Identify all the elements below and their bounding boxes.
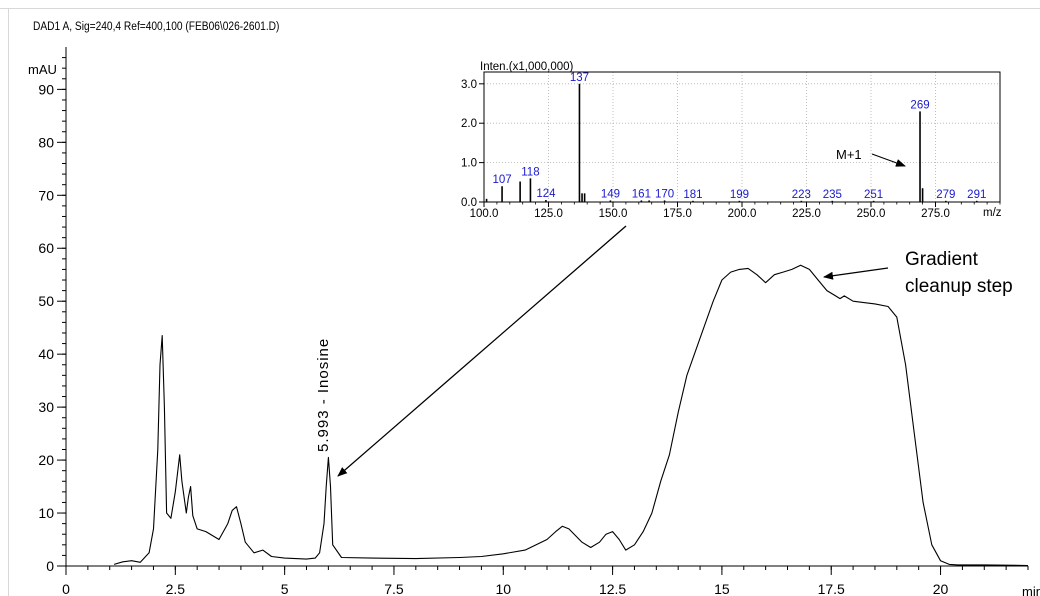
inset-y-tick-label: 2.0 [461,118,477,130]
inset-peak-label: 251 [864,189,883,201]
inset-y-tick-label: 0.0 [461,197,477,209]
x-tick-label: 20 [933,581,949,596]
inset-peak-label: 235 [823,189,842,201]
annotation-cleanup-step: cleanup step [905,276,1013,297]
y-tick-label: 30 [38,399,54,415]
chart-frame-top [0,8,1040,9]
y-tick-label: 20 [38,452,54,468]
inset-x-tick-label: 275.0 [921,208,950,220]
inset-x-tick-label: 125.0 [534,208,563,220]
inset-peak-label: 170 [655,188,674,200]
y-tick-label: 0 [46,558,54,574]
inset-title: Inten.(x1,000,000) [480,61,574,73]
inset-ticks: 100.0 125.0 150.0 175.0 200.0 225.0 250.0 275.0… [461,79,1001,220]
inset-x-tick-label: 175.0 [663,208,692,220]
inset-x-tick-label: 100.0 [470,208,499,220]
y-tick-label: 40 [38,346,54,362]
y-tick-label: 60 [38,240,54,256]
inset-x-tick-label: 150.0 [599,208,628,220]
inset-y-tick-label: 1.0 [461,158,477,170]
y-tick-label: 80 [38,134,54,150]
x-tick-label: 10 [495,581,511,596]
y-tick-label: 70 [38,187,54,203]
x-tick-label: 5 [281,581,289,596]
main-ticks: 0 2.5 5 7.5 10 12.5 15 17.5 20 0 10 20 30 40 50 60 70 80 9… [38,57,1029,596]
x-tick-label: 0 [62,581,70,596]
arrow-m-plus-1 [871,153,906,167]
inset-peak-label: 291 [967,189,986,201]
x-tick-label: 15 [714,581,730,596]
peak-annotation-inosine: 5.993 - Inosine [315,338,332,452]
inset-grid [484,72,1000,202]
y-tick-label: 90 [38,81,54,97]
inset-peak-label: 223 [792,189,811,201]
inset-x-tick-label: 250.0 [857,208,886,220]
chromatogram-trace [113,264,1029,567]
y-tick-label: 50 [38,293,54,309]
inset-peak-label: 269 [910,99,929,111]
inset-peak-label: 137 [570,72,589,84]
inset-background [484,72,1000,202]
inset-peak-label: 124 [536,188,556,200]
inset-peak-label: 181 [683,189,702,201]
inset-peak-label: 107 [492,174,511,186]
x-tick-label: 2.5 [166,581,186,596]
inset-x-axis-label: m/z [983,207,1002,219]
inset-peak-label: 199 [730,189,749,201]
inset-x-tick-label: 200.0 [728,208,757,220]
arrow-inset-to-peak [337,225,627,477]
y-tick-label: 10 [38,505,54,521]
arrow-gradient [823,267,889,280]
x-tick-label: 17.5 [818,581,845,596]
inset-y-tick-label: 3.0 [461,79,477,91]
x-axis-label: min [1022,584,1040,596]
chart-frame-left [8,8,9,596]
y-axis-label: mAU [28,62,57,77]
inset-peak-label: 279 [936,189,955,201]
inset-peak-label: 149 [601,188,620,200]
x-tick-label: 7.5 [384,581,404,596]
annotation-gradient: Gradient [905,249,979,270]
inset-peak-labels: 107 118 124 137 149 161 170 181 199 223 235 251 269 2… [492,72,986,201]
annotation-m-plus-1: M+1 [836,147,862,162]
inset-peaks [485,83,978,202]
x-tick-label: 12.5 [599,581,626,596]
main-series [113,264,1029,567]
inset-peak-label: 118 [521,166,539,178]
chart-title: DAD1 A, Sig=240,4 Ref=400,100 (FEB06\026… [33,20,280,33]
inset-peak-label: 161 [632,188,651,200]
inset-x-tick-label: 225.0 [792,208,821,220]
